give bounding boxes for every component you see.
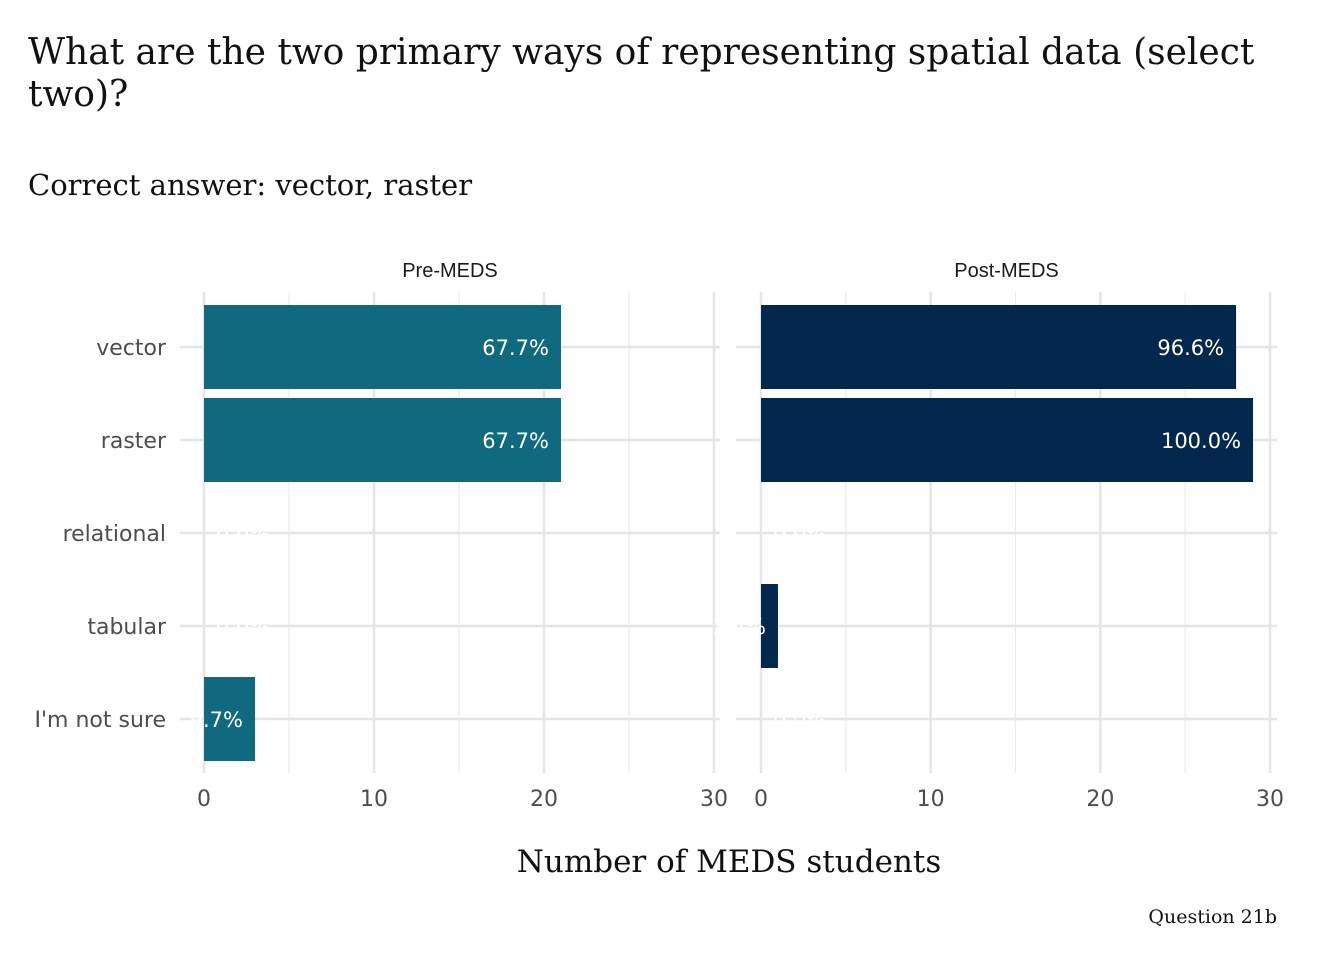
x-tick-label: 0 (754, 787, 768, 812)
data-label: 3.4% (713, 615, 766, 639)
x-tick-label: 10 (360, 787, 388, 812)
x-tick-label: 20 (1086, 787, 1114, 812)
data-label: 9.7% (190, 708, 243, 732)
y-tick-label: raster (101, 429, 167, 454)
y-tick-label: tabular (87, 615, 167, 640)
y-tick-label: relational (63, 522, 166, 547)
chart-caption: Question 21b (1148, 906, 1277, 928)
chart-subtitle: Correct answer: vector, raster (28, 168, 473, 202)
data-label: 0.0% (216, 522, 269, 546)
bar (761, 398, 1254, 482)
y-tick-label: vector (96, 336, 167, 361)
x-tick-label: 0 (197, 787, 211, 812)
bar (204, 305, 561, 389)
data-label: 0.0% (773, 708, 826, 732)
x-tick-label: 10 (917, 787, 945, 812)
bar (761, 584, 778, 668)
data-label: 96.6% (1157, 336, 1224, 360)
x-tick-label: 30 (1256, 787, 1284, 812)
facet-label-0: Pre-MEDS (402, 260, 498, 282)
data-label: 0.0% (773, 522, 826, 546)
bar (204, 398, 561, 482)
data-label: 100.0% (1161, 429, 1241, 453)
x-tick-label: 30 (700, 787, 728, 812)
x-tick-label: 20 (530, 787, 558, 812)
bar (761, 305, 1237, 389)
facet-label-1: Post-MEDS (954, 260, 1058, 282)
data-label: 67.7% (482, 336, 549, 360)
y-tick-label: I'm not sure (35, 708, 166, 733)
data-label: 0.0% (216, 615, 269, 639)
x-axis-label: Number of MEDS students (516, 844, 942, 880)
data-label: 67.7% (482, 429, 549, 453)
bar (204, 677, 255, 761)
chart-title: What are the two primary ways of represe… (28, 32, 1255, 115)
